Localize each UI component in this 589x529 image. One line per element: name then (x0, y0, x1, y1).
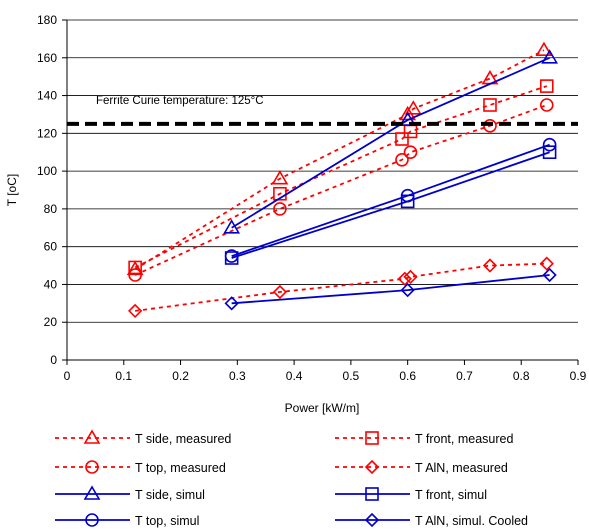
series-4 (223, 49, 559, 234)
legend-label: T top, measured (135, 461, 226, 475)
x-tick-label: 0.2 (172, 369, 189, 383)
data-point-triangle (223, 219, 241, 234)
x-tick-label: 0.5 (343, 369, 360, 383)
legend-item: T front, measured (335, 431, 513, 446)
x-tick-label: 0.6 (399, 369, 416, 383)
data-point-diamond (224, 296, 239, 311)
legend: T side, measured T front, measured T top, … (55, 429, 528, 528)
legend-marker-square (365, 431, 379, 445)
legend-label: T AlN, measured (415, 461, 508, 475)
x-tick-label: 0.3 (229, 369, 246, 383)
data-point-diamond (128, 303, 143, 319)
x-tick-label: 0 (64, 369, 71, 383)
legend-item: T AlN, measured (335, 459, 508, 475)
data-point-circle (273, 202, 287, 216)
x-tick-labels: 0 0.1 0.2 0.3 0.4 0.5 0.6 0.7 0.8 0.9 (64, 369, 587, 383)
y-tick-label: 60 (44, 240, 58, 254)
legend-label: T AlN, simul. Cooled (415, 514, 528, 528)
series-line (231, 274, 550, 305)
data-point-square (483, 98, 497, 112)
data-point-diamond (542, 267, 557, 283)
grid-lines (67, 19, 578, 323)
legend-marker-circle (85, 513, 99, 527)
series-7 (224, 267, 557, 311)
legend-item: T front, simul (335, 487, 487, 502)
x-tick-label: 0.9 (570, 369, 587, 383)
data-point-circle (539, 98, 554, 112)
data-point-diamond (272, 284, 288, 300)
curie-temperature-annotation: Ferrite Curie temperature: 125°C (96, 95, 264, 107)
legend-item: T top, simul (55, 513, 199, 528)
series-line (134, 85, 548, 269)
legend-marker-triangle (83, 485, 101, 500)
series-line (135, 262, 547, 312)
legend-marker-diamond (364, 512, 380, 528)
x-tick-label: 0.1 (115, 369, 132, 383)
series-line (231, 143, 550, 257)
legend-label: T front, measured (415, 432, 513, 446)
legend-item: T side, simul (55, 485, 205, 502)
y-tick-label: 120 (37, 126, 57, 140)
y-tick-label: 180 (37, 13, 57, 27)
legend-label: T front, simul (415, 488, 487, 502)
y-tick-label: 0 (50, 353, 57, 367)
data-point-diamond (482, 258, 498, 273)
x-axis-label: Power [kW/m] (285, 401, 360, 415)
x-tick-label: 0.7 (456, 369, 473, 383)
y-tick-label: 80 (44, 202, 58, 216)
data-point-circle (128, 268, 142, 282)
data-point-triangle (399, 111, 417, 126)
data-point-diamond (539, 256, 554, 271)
axes (62, 19, 579, 365)
legend-label: T side, measured (135, 432, 231, 446)
series-3 (128, 256, 554, 319)
data-point-triangle (541, 49, 559, 64)
data-point-circle (403, 145, 418, 160)
data-point-circle (395, 152, 409, 167)
data-point-square (542, 145, 557, 160)
legend-item: T AlN, simul. Cooled (335, 512, 528, 528)
legend-label: T top, simul (135, 514, 199, 528)
y-tick-label: 20 (44, 315, 58, 329)
y-tick-labels: 0 20 40 60 80 100 120 140 160 180 (37, 13, 57, 367)
x-tick-label: 0.8 (513, 369, 530, 383)
data-point-circle (400, 188, 415, 203)
data-point-triangle (535, 41, 553, 57)
legend-marker-circle (85, 460, 99, 474)
legend-marker-triangle (83, 429, 101, 444)
legend-marker-square (365, 487, 379, 501)
data-point-circle (542, 137, 557, 152)
data-point-diamond (397, 271, 412, 286)
y-tick-label: 40 (44, 277, 58, 291)
y-tick-label: 140 (37, 89, 57, 103)
x-tick-label: 0.4 (286, 369, 303, 383)
data-point-square (395, 132, 409, 146)
data-point-triangle (404, 100, 422, 115)
legend-item: T side, measured (55, 429, 231, 446)
data-point-diamond (403, 269, 418, 285)
series-6 (224, 137, 557, 263)
data-point-circle (224, 249, 239, 263)
legend-label: T side, simul (135, 488, 205, 502)
series-line (231, 56, 550, 229)
data-point-triangle (271, 170, 289, 185)
y-axis-label: T [oC] (5, 174, 19, 206)
y-tick-label: 100 (37, 164, 57, 178)
legend-item: T top, measured (55, 460, 226, 475)
legend-marker-diamond (364, 459, 380, 475)
data-point-diamond (400, 282, 415, 298)
y-tick-label: 160 (37, 51, 57, 65)
data-point-square (539, 79, 554, 93)
data-point-square (128, 260, 142, 275)
